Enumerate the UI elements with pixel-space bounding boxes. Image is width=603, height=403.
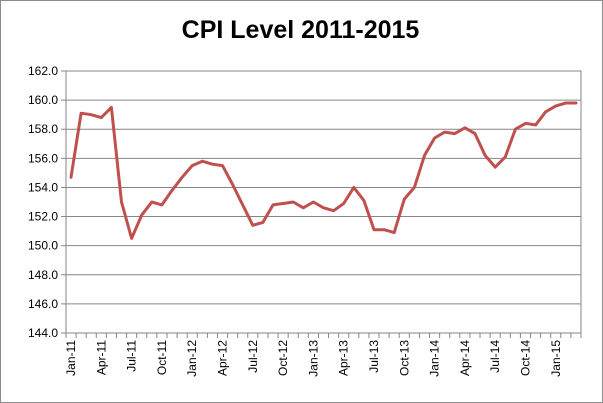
chart-title: CPI Level 2011-2015 [181, 16, 420, 44]
x-tick-label: Apr-13 [337, 340, 351, 376]
series-layer [69, 101, 578, 240]
x-tick-label: Apr-11 [94, 340, 108, 375]
x-tick-label: Apr-12 [216, 340, 230, 376]
x-tick-label: Jan-13 [306, 340, 320, 377]
x-tick-label: Jul-11 [125, 340, 139, 372]
plot-area [65, 70, 582, 334]
x-tick-label: Oct-13 [397, 340, 411, 376]
x-tick-label: Jul-13 [367, 340, 381, 373]
x-tick-label: Jul-12 [246, 340, 260, 373]
y-tick-label: 160.0 [28, 93, 58, 107]
series-line-cpi [69, 101, 578, 240]
y-tick-label: 156.0 [28, 151, 58, 165]
x-tick-label: Oct-11 [155, 340, 169, 375]
y-tick-label: 144.0 [28, 326, 58, 340]
y-tick-label: 154.0 [28, 180, 58, 194]
y-tick-label: 158.0 [28, 122, 58, 136]
x-tick-label: Apr-14 [458, 340, 472, 376]
gridlines [66, 70, 581, 334]
x-tick-label: Oct-12 [276, 340, 290, 376]
x-tick-label: Jul-14 [488, 340, 502, 373]
x-tick-label: Jan-14 [428, 340, 442, 377]
x-tick-label: Jan-15 [549, 340, 563, 377]
y-axis: 144.0 146.0 148.0 150.0 152.0 154.0 156.0 158.0… [28, 64, 66, 340]
x-tick-label: Jan-12 [185, 340, 199, 377]
y-tick-label: 146.0 [28, 297, 58, 311]
x-tick-label: Jan-11 [64, 340, 78, 376]
y-tick-label: 152.0 [28, 210, 58, 224]
x-axis: Jan-11 Apr-11 Jul-11 Oct-11 Jan-12 Apr-12 Jul-… [64, 333, 582, 377]
x-tick-label: Oct-14 [518, 340, 532, 376]
y-tick-label: 150.0 [28, 239, 58, 253]
y-tick-label: 162.0 [28, 64, 58, 78]
y-tick-label: 148.0 [28, 268, 58, 282]
